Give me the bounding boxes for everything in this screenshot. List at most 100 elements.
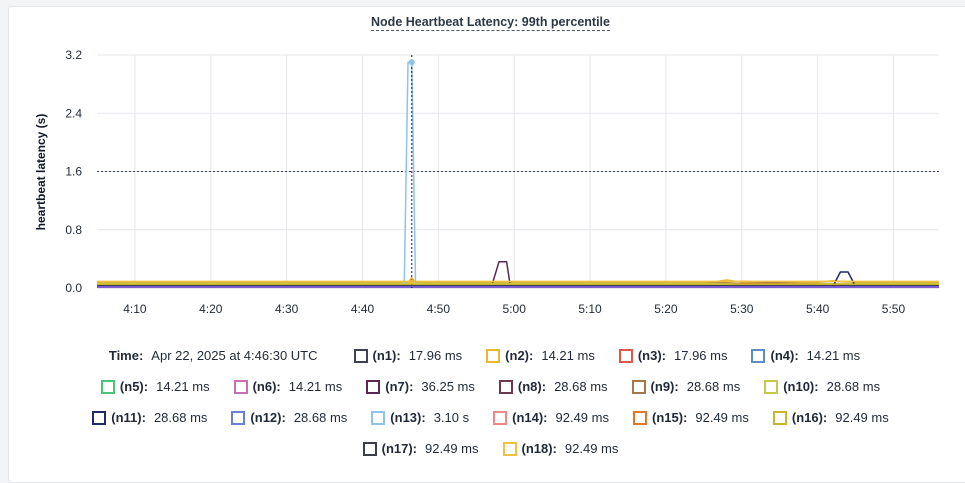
x-tick-label: 4:40	[351, 302, 375, 316]
x-tick-label: 5:40	[806, 302, 830, 316]
legend-item[interactable]: (n13): 3.10 s	[371, 410, 469, 425]
legend-series-name: (n12):	[250, 410, 286, 425]
series-line-n13	[97, 61, 939, 289]
x-tick-label: 5:00	[503, 302, 527, 316]
y-axis-label: heartbeat latency (s)	[34, 114, 48, 231]
legend-series-name: (n13):	[390, 410, 426, 425]
legend-series-value: 92.49 ms	[555, 410, 609, 425]
legend-item[interactable]: (n7): 36.25 ms	[366, 379, 475, 394]
legend-series-name: (n1):	[372, 348, 401, 363]
legend-series-value: 28.68 ms	[826, 379, 881, 394]
legend-item[interactable]: (n10): 28.68 ms	[764, 379, 880, 394]
legend-swatch	[493, 410, 508, 425]
legend-swatch	[353, 348, 368, 363]
x-tick-label: 5:10	[578, 302, 602, 316]
x-tick-label: 4:10	[123, 302, 147, 316]
legend-item[interactable]: (n16): 92.49 ms	[772, 410, 889, 425]
legend-swatch	[233, 379, 248, 394]
legend-series-value: 92.49 ms	[425, 441, 479, 456]
chart-legend: Time: Apr 22, 2025 at 4:46:30 UTC (n1): 17.…	[0, 340, 965, 464]
x-tick-label: 5:20	[654, 302, 678, 316]
legend-item[interactable]: (n18): 92.49 ms	[502, 441, 619, 456]
legend-series-name: (n4):	[770, 348, 799, 363]
legend-series-name: (n11):	[111, 410, 146, 425]
legend-time-label: Time:	[108, 348, 144, 363]
x-tick-label: 4:20	[199, 302, 223, 316]
legend-item[interactable]: (n5): 14.21 ms	[100, 379, 210, 394]
legend-series-value: 92.49 ms	[695, 410, 749, 425]
legend-swatch	[231, 410, 246, 425]
legend-item[interactable]: (n9): 28.68 ms	[631, 379, 741, 394]
legend-item[interactable]: (n6): 14.21 ms	[233, 379, 343, 394]
legend-series-name: (n17):	[381, 441, 418, 456]
y-tick-label: 0.0	[65, 281, 82, 295]
legend-series-value: 3.10 s	[433, 410, 470, 425]
legend-series-name: (n18):	[521, 441, 557, 456]
legend-item[interactable]: (n17): 92.49 ms	[362, 441, 479, 456]
legend-time: Time: Apr 22, 2025 at 4:46:30 UTC	[109, 348, 318, 363]
legend-swatch	[362, 441, 377, 456]
legend-swatch	[92, 410, 107, 425]
x-tick-label: 5:30	[730, 302, 754, 316]
legend-series-name: (n8):	[517, 379, 547, 394]
legend-series-name: (n6):	[252, 379, 281, 394]
legend-swatch	[486, 348, 501, 363]
legend-series-value: 28.68 ms	[293, 410, 348, 425]
legend-series-value: 28.68 ms	[153, 410, 208, 425]
x-tick-label: 4:50	[427, 302, 451, 316]
legend-series-name: (n2):	[505, 348, 534, 363]
x-tick-label: 4:30	[275, 302, 299, 316]
legend-item[interactable]: (n12): 28.68 ms	[231, 410, 347, 425]
legend-series-value: 28.68 ms	[686, 379, 741, 394]
legend-row: (n5): 14.21 ms (n6): 14.21 ms (n7): 36.25 ms(…	[0, 371, 965, 402]
legend-series-value: 36.25 ms	[421, 379, 475, 394]
legend-swatch	[498, 379, 513, 394]
legend-series-value: 92.49 ms	[564, 441, 619, 456]
legend-row: (n11): 28.68 ms (n12): 28.68 ms (n13): 3.10 s…	[0, 402, 965, 433]
legend-swatch	[366, 379, 381, 394]
legend-series-value: 17.96 ms	[674, 348, 728, 363]
chart-plot-area[interactable]: 0.0 0.8 1.6 2.4 3.2 4:10 4:20 4:30 4:40 4:50 5:00 5…	[0, 0, 965, 330]
legend-series-value: 17.96 ms	[408, 348, 463, 363]
legend-swatch	[100, 379, 115, 394]
chart-title[interactable]: Node Heartbeat Latency: 99th percentile	[371, 15, 610, 31]
legend-series-name: (n15):	[651, 410, 688, 425]
legend-swatch	[502, 441, 517, 456]
cursor-point-n13	[408, 59, 415, 66]
x-tick-label: 5:50	[882, 302, 906, 316]
legend-item[interactable]: (n4): 14.21 ms	[751, 348, 860, 363]
legend-swatch	[751, 348, 766, 363]
y-tick-label: 3.2	[65, 48, 82, 62]
legend-swatch	[371, 410, 386, 425]
legend-swatch	[632, 410, 647, 425]
legend-item[interactable]: (n2): 14.21 ms	[486, 348, 595, 363]
legend-series-name: (n16):	[791, 410, 828, 425]
legend-series-value: 28.68 ms	[554, 379, 608, 394]
chart-panel	[8, 6, 965, 483]
legend-swatch	[764, 379, 779, 394]
legend-row: (n17): 92.49 ms (n18): 92.49 ms	[0, 433, 965, 464]
legend-series-name: (n5):	[119, 379, 149, 394]
legend-series-name: (n14):	[512, 410, 548, 425]
legend-swatch	[772, 410, 787, 425]
legend-series-name: (n7):	[385, 379, 414, 394]
legend-series-value: 92.49 ms	[835, 410, 889, 425]
legend-item[interactable]: (n1): 17.96 ms	[353, 348, 463, 363]
legend-series-value: 14.21 ms	[288, 379, 343, 394]
y-tick-label: 0.8	[65, 223, 82, 237]
legend-item[interactable]: (n11): 28.68 ms	[92, 410, 207, 425]
legend-swatch	[618, 348, 633, 363]
y-tick-label: 2.4	[65, 106, 82, 120]
legend-time-value: Apr 22, 2025 at 4:46:30 UTC	[151, 348, 318, 363]
y-tick-label: 1.6	[65, 165, 82, 179]
legend-series-value: 14.21 ms	[156, 379, 210, 394]
legend-series-name: (n3):	[637, 348, 666, 363]
legend-item[interactable]: (n8): 28.68 ms	[498, 379, 608, 394]
legend-series-name: (n10):	[783, 379, 819, 394]
legend-swatch	[631, 379, 646, 394]
legend-item[interactable]: (n15): 92.49 ms	[632, 410, 749, 425]
cursor-point-n2	[409, 279, 415, 285]
legend-series-value: 14.21 ms	[806, 348, 861, 363]
legend-item[interactable]: (n3): 17.96 ms	[618, 348, 728, 363]
legend-item[interactable]: (n14): 92.49 ms	[493, 410, 609, 425]
